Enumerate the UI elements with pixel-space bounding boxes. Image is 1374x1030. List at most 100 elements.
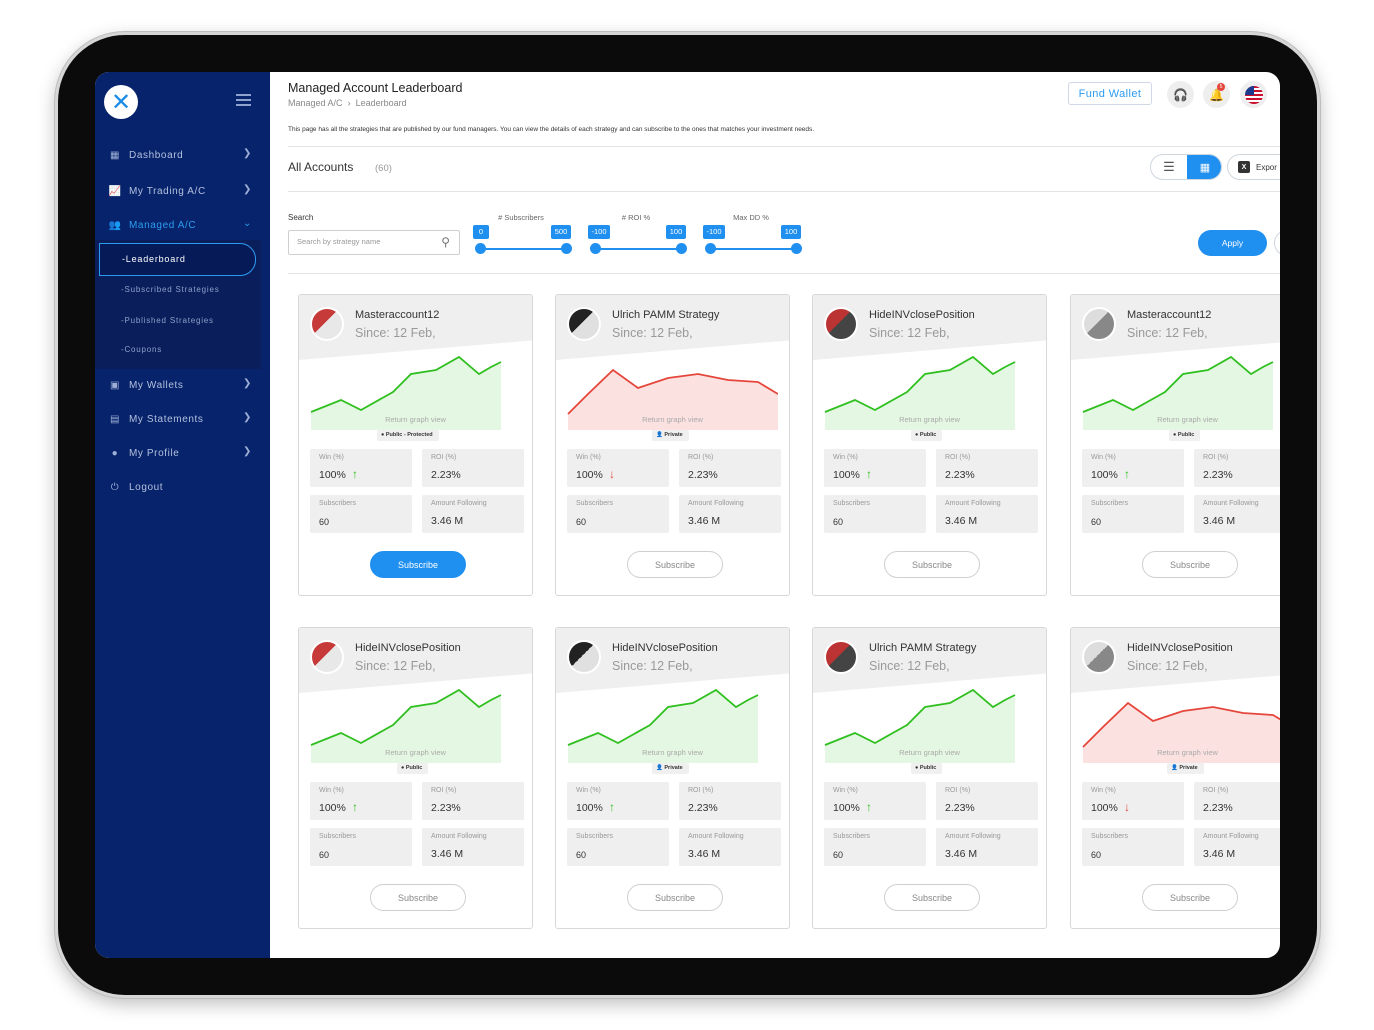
graph-label: Return graph view [385,748,446,757]
menu-toggle-icon[interactable] [236,94,251,109]
strategy-name[interactable]: Ulrich PAMM Strategy [869,642,977,654]
strategy-card[interactable]: HideINVclosePosition Since: 12 Feb, Retu… [298,627,533,929]
subscribe-button[interactable]: Subscribe [884,884,980,911]
search-field: ⚲ [288,230,460,255]
graph-line [567,688,759,746]
export-button[interactable]: X Expor [1227,154,1280,180]
app-logo[interactable]: ✕ [104,85,138,119]
sidebar-item-logout[interactable]: ⏻ Logout [95,474,270,500]
strategy-card[interactable]: HideINVclosePosition Since: 12 Feb, Retu… [812,294,1047,596]
stat-label: Subscribers [576,500,613,507]
strategy-card[interactable]: Ulrich PAMM Strategy Since: 12 Feb, Retu… [555,294,790,596]
sidebar-item-dashboard[interactable]: ▦ Dashboard ❯ [95,142,270,168]
strategy-name[interactable]: HideINVclosePosition [1127,642,1233,654]
search-icon[interactable]: ⚲ [441,235,450,249]
max-dd-slider[interactable]: Max DD % -100 100 [703,213,802,254]
sidebar-item-wallets[interactable]: ▣ My Wallets ❯ [95,372,270,398]
slider-track[interactable] [594,248,684,250]
stat-label: Win (%) [833,454,858,461]
slider-min-handle[interactable] [475,243,486,254]
stat-label: Win (%) [1091,787,1116,794]
slider-max-handle[interactable] [791,243,802,254]
subscribe-button[interactable]: Subscribe [884,551,980,578]
strategy-card[interactable]: Masteraccount12 Since: 12 Feb, Return gr… [298,294,533,596]
graph-area [568,370,778,430]
sidebar-item-trading[interactable]: 📈 My Trading A/C ❯ [95,178,270,204]
reset-button[interactable] [1274,230,1280,256]
slider-max-handle[interactable] [561,243,572,254]
slider-min-value: 0 [473,225,489,239]
subscribe-button[interactable]: Subscribe [370,551,466,578]
strategy-card[interactable]: Masteraccount12 Since: 12 Feb, Return gr… [1070,294,1280,596]
win-stat: Win (%) 100% ↑ [310,449,412,487]
slider-label: # Subscribers [498,213,544,222]
graph-area [568,690,758,763]
arrow-up-icon: ↑ [866,467,872,481]
strategy-name[interactable]: Ulrich PAMM Strategy [612,309,720,321]
stat-value: 3.46 M [1203,848,1236,860]
fund-wallet-button[interactable]: Fund Wallet [1068,82,1152,105]
strategy-name[interactable]: HideINVclosePosition [355,642,461,654]
strategy-since: Since: 12 Feb, [355,326,436,340]
visibility-label: Public - Protected [385,432,433,438]
submenu-item-published[interactable]: -Published Strategies [121,316,214,325]
roi-stat: ROI (%) 2.23% [679,449,781,487]
subscribers-slider[interactable]: # Subscribers 0 500 [473,213,572,254]
submenu-item-coupons[interactable]: -Coupons [121,345,163,354]
sidebar-item-label: Logout [129,481,164,493]
strategy-name[interactable]: HideINVclosePosition [612,642,718,654]
graph-label: Return graph view [642,415,703,424]
strategy-name[interactable]: Masteraccount12 [1127,309,1212,321]
graph-line [1082,701,1280,748]
us-flag-icon[interactable] [1240,81,1267,108]
avatar [1082,307,1116,341]
stat-value: 3.46 M [945,515,978,527]
chevron-down-icon: ⌄ [243,218,252,229]
strategy-name[interactable]: HideINVclosePosition [869,309,975,321]
breadcrumb-separator-icon: › [345,98,354,108]
subscribe-button[interactable]: Subscribe [1142,884,1238,911]
breadcrumb: Managed A/C › Leaderboard [288,98,407,108]
subscribe-button[interactable]: Subscribe [370,884,466,911]
strategy-card[interactable]: Ulrich PAMM Strategy Since: 12 Feb, Retu… [812,627,1047,929]
slider-track[interactable] [479,248,569,250]
visibility-label: Public [919,432,937,438]
visibility-label: Public [1177,432,1195,438]
sidebar-item-profile[interactable]: ● My Profile ❯ [95,440,270,466]
support-headset-icon[interactable]: 🎧 [1167,81,1194,108]
person-icon: 👤 [1171,765,1180,771]
stat-value: 100% [576,802,603,814]
sidebar-item-label: Dashboard [129,149,184,161]
slider-min-handle[interactable] [705,243,716,254]
win-stat: Win (%) 100% ↑ [824,782,926,820]
strategy-name[interactable]: Masteraccount12 [355,309,440,321]
slider-min-handle[interactable] [590,243,601,254]
search-input[interactable] [297,237,432,246]
sidebar-item-statements[interactable]: ▤ My Statements ❯ [95,406,270,432]
slider-max-handle[interactable] [676,243,687,254]
graph-label: Return graph view [899,415,960,424]
strategy-since: Since: 12 Feb, [869,326,950,340]
submenu-item-leaderboard[interactable]: -Leaderboard [99,243,256,276]
sidebar-item-managed[interactable]: 👥 Managed A/C ⌄ [95,212,270,238]
amount-stat: Amount Following 3.46 M [936,495,1038,533]
roi-slider[interactable]: # ROI % -100 100 [588,213,687,254]
app-screen: ✕ ▦ Dashboard ❯ 📈 My Trading A/C ❯ 👥 Man… [95,72,1280,958]
apply-button[interactable]: Apply [1198,230,1267,256]
subscribers-stat: Subscribers 60 [824,495,926,533]
notification-bell-icon[interactable]: 🔔 5 [1203,81,1230,108]
search-label: Search [288,213,314,222]
subscribe-button[interactable]: Subscribe [1142,551,1238,578]
breadcrumb-item[interactable]: Managed A/C [288,98,343,108]
strategy-card[interactable]: HideINVclosePosition Since: 12 Feb, Retu… [555,627,790,929]
strategy-since: Since: 12 Feb, [1127,326,1208,340]
slider-track[interactable] [709,248,799,250]
stat-value: 2.23% [431,469,461,481]
submenu-item-subscribed[interactable]: -Subscribed Strategies [121,285,220,294]
subscribe-button[interactable]: Subscribe [627,551,723,578]
list-view-icon[interactable]: ☰ [1163,159,1175,174]
grid-view-icon[interactable]: ▦ [1187,155,1221,179]
subscribe-button[interactable]: Subscribe [627,884,723,911]
strategy-card[interactable]: HideINVclosePosition Since: 12 Feb, Retu… [1070,627,1280,929]
stat-value: 60 [1091,850,1102,860]
